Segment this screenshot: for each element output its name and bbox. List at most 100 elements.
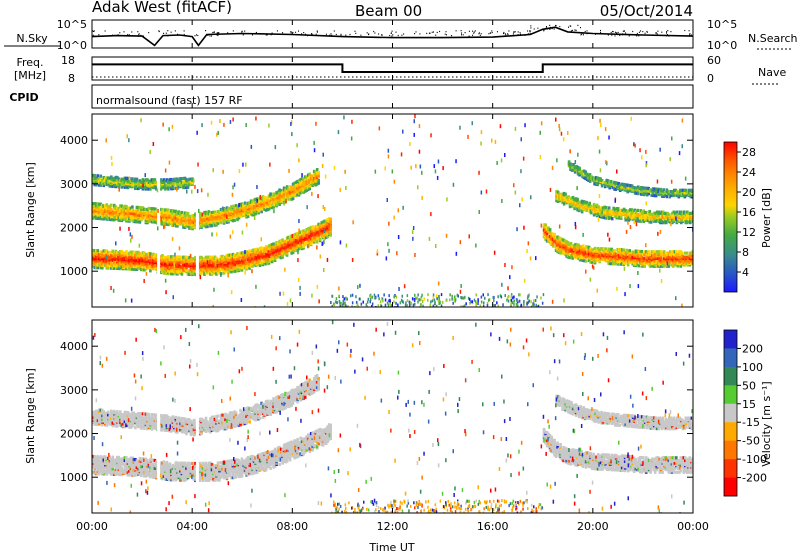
noise-dot [211,33,213,35]
scatter-cell [110,175,113,179]
scatter-cell [96,174,100,178]
scatter-cell [311,174,314,178]
scatter-cell [209,212,212,216]
scatter-cell [627,209,630,213]
scatter-cell [222,216,226,220]
scatter-cell [571,199,575,203]
scatter-cell [263,249,266,253]
cpid-panel: CPID normalsound (fast) 157 RF [9,84,694,109]
scatter-cell [167,255,170,259]
scatter-cell [653,263,657,267]
noise-dot [98,34,100,36]
scatter-cell [672,213,676,217]
scatter-cell [119,249,122,254]
scatter-cell [318,232,322,236]
scatter-cell [639,186,643,190]
scatter-cell [137,205,140,210]
scatter-cell [188,258,191,262]
scatter-cell [602,180,605,184]
scatter-cell [651,187,655,191]
scatter-cell [634,210,638,214]
noise-dot [508,30,510,32]
scatter-cell [219,255,223,259]
scatter-cell [251,248,254,252]
scatter-cell [96,216,100,220]
scatter-cell [162,255,166,259]
scatter-cell [641,256,645,260]
scatter-cell [571,255,574,259]
scatter-cell [598,251,601,255]
scatter-cell [162,178,166,182]
scatter-cell [676,252,680,257]
scatter-cell [93,183,97,187]
scatter-cell [638,259,642,263]
noise-dot [489,32,491,34]
scatter-cell [572,163,575,167]
scatter-cell [302,180,305,184]
scatter-cell [144,178,148,182]
scatter-cell [689,219,692,223]
scatter-cell [227,253,230,257]
scatter-cell [149,258,152,262]
scatter-cell [584,176,587,181]
scatter-cell [281,191,284,195]
scatter-cell [189,182,193,186]
scatter-cell [635,254,639,259]
scatter-cell [317,222,320,226]
scatter-cell [293,181,296,185]
scatter-cell [604,209,608,214]
noise-dot [216,34,218,36]
scatter-cell [576,165,580,169]
scatter-cell [278,242,281,246]
scatter-cell [153,220,157,224]
noise-dot [403,33,405,35]
scatter-cell [627,183,631,188]
scatter-cell [607,210,611,214]
noise-dot [401,34,403,36]
scatter-cell [240,259,244,263]
scatter-cell [258,252,262,256]
noise-dot [373,30,375,33]
noise-dot [325,33,327,35]
scatter-cell [582,200,585,204]
scatter-cell [574,197,578,201]
scatter-cell [176,184,179,188]
scatter-cell [168,263,172,267]
scatter-cell [101,250,104,254]
scatter-cell [245,266,248,270]
noise-panel: N.Sky 10^5 10^0 10^5 10^0 N.Search [4,18,798,52]
scatter-cell [210,211,214,215]
noise-dot [520,33,521,35]
scatter-cell [655,213,659,217]
scatter-cell [267,200,271,205]
scatter-cell [565,240,568,244]
scatter-cell [165,186,169,190]
scatter-cell [168,270,172,274]
scatter-cell [92,179,95,183]
scatter-cell [231,204,235,208]
scatter-cell [114,183,118,187]
scatter-cell [681,251,684,255]
scatter-cell [581,169,584,173]
scatter-cell [594,204,597,208]
scatter-cell [267,257,271,261]
scatter-cell [99,266,103,270]
scatter-cell [657,210,660,214]
scatter-cell [633,186,637,190]
scatter-cell [173,268,176,272]
scatter-cell [218,267,221,271]
scatter-cell [138,266,142,270]
scatter-cell [165,256,169,260]
scatter-cell [105,211,109,215]
scatter-cell [149,187,152,191]
noise-dot [255,31,257,34]
noise-dot [391,30,393,32]
scatter-cell [162,184,166,188]
scatter-cell [294,232,298,236]
noise-dot [127,34,129,36]
noise-dot [227,32,229,34]
scatter-cell [131,208,134,212]
noise-dot [625,32,627,34]
scatter-cell [261,204,265,208]
scatter-cell [285,189,289,193]
